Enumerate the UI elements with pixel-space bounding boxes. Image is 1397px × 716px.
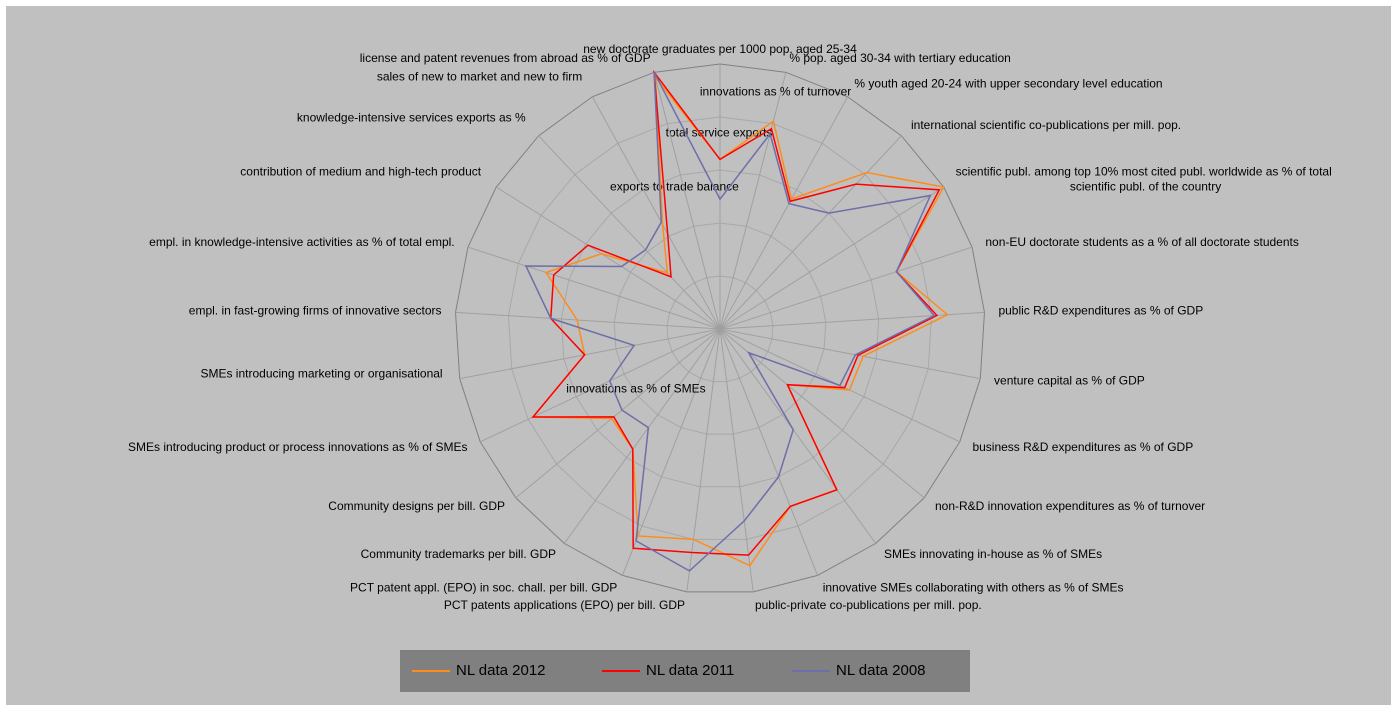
axis-label: innovative SMEs collaborating with other… xyxy=(823,581,1124,595)
spoke xyxy=(467,246,721,330)
spoke xyxy=(719,246,973,330)
grid-ring xyxy=(613,222,827,435)
spoke xyxy=(719,328,754,592)
axis-label: public R&D expenditures as % of GDP xyxy=(998,304,1203,318)
axis-label: % pop. aged 30-34 with tertiary educatio… xyxy=(789,51,1010,65)
chart-background xyxy=(6,6,1391,705)
spoke xyxy=(653,72,721,330)
spoke xyxy=(455,311,721,330)
axis-label: empl. in knowledge-intensive activities … xyxy=(149,235,454,249)
spoke xyxy=(459,328,721,380)
spoke xyxy=(719,96,849,330)
axis-label: % youth aged 20-24 with upper secondary … xyxy=(854,77,1162,91)
spoke xyxy=(495,186,721,330)
spoke xyxy=(515,328,721,499)
spoke xyxy=(480,328,721,443)
legend-box xyxy=(400,650,970,692)
axis-label: non-EU doctorate students as a % of all … xyxy=(985,235,1299,249)
spoke xyxy=(719,328,819,576)
axis-label: international scientific co-publications… xyxy=(911,118,1181,132)
spoke xyxy=(719,135,902,330)
spoke xyxy=(719,328,925,499)
spoke xyxy=(719,186,945,330)
axis-label: SMEs introducing marketing or organisati… xyxy=(200,366,705,395)
axis-label: license and patent revenues from abroad … xyxy=(360,51,651,65)
axis-label: venture capital as % of GDP xyxy=(994,373,1145,387)
axis-label: contribution of medium and high-tech pro… xyxy=(240,165,739,194)
axis-label: SMEs innovating in-house as % of SMEs xyxy=(884,547,1102,561)
legend-label: NL data 2008 xyxy=(836,662,926,679)
spoke xyxy=(591,96,721,330)
axis-label: knowledge-intensive services exports as … xyxy=(297,111,772,140)
spoke xyxy=(719,328,877,544)
axis-label: SMEs introducing product or process inno… xyxy=(128,440,468,454)
axis-label: scientific publ. among top 10% most cite… xyxy=(956,165,1336,194)
series-line xyxy=(524,71,936,572)
axis-label: non-R&D innovation expenditures as % of … xyxy=(935,499,1205,513)
legend-label: NL data 2011 xyxy=(646,662,734,679)
grid-ring xyxy=(666,275,774,383)
axis-label: PCT patent appl. (EPO) in soc. chall. pe… xyxy=(350,581,617,595)
axis-label: new doctorate graduates per 1000 pop. ag… xyxy=(583,42,857,56)
axis-label: empl. in fast-growing firms of innovativ… xyxy=(189,304,442,318)
spoke xyxy=(686,328,721,592)
spoke xyxy=(563,328,721,544)
grid-ring xyxy=(455,63,985,593)
legend-label: NL data 2012 xyxy=(456,662,546,679)
axis-label: public-private co-publications per mill.… xyxy=(755,598,982,612)
spoke xyxy=(719,311,985,330)
axis-label: Community designs per bill. GDP xyxy=(328,499,505,513)
series-line xyxy=(531,75,949,567)
grid-ring xyxy=(507,116,933,540)
axis-label: Community trademarks per bill. GDP xyxy=(361,547,556,561)
spoke xyxy=(719,328,981,380)
axis-label: PCT patents applications (EPO) per bill.… xyxy=(444,598,685,612)
axis-label: business R&D expenditures as % of GDP xyxy=(972,440,1193,454)
spoke xyxy=(719,72,787,330)
spoke xyxy=(538,135,721,330)
series-line xyxy=(531,69,941,556)
axis-label: sales of new to market and new to firm i… xyxy=(377,70,851,99)
